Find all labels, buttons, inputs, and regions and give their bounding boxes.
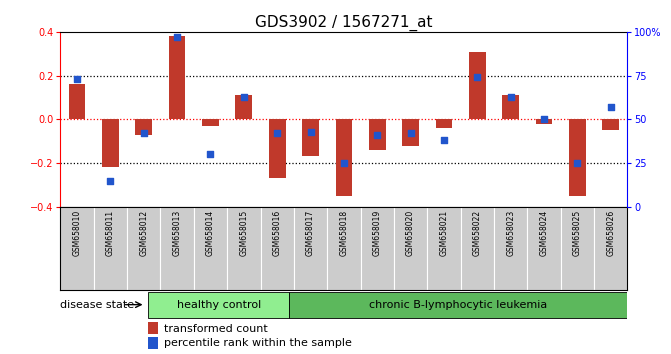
Bar xyxy=(289,292,627,318)
Bar xyxy=(294,207,327,290)
Bar xyxy=(194,207,227,290)
Bar xyxy=(202,119,219,126)
Bar xyxy=(561,207,594,290)
Text: disease state: disease state xyxy=(60,299,134,310)
Point xyxy=(372,132,382,138)
Text: GSM658020: GSM658020 xyxy=(406,210,415,256)
Point xyxy=(172,34,183,40)
Bar xyxy=(302,119,319,156)
Bar xyxy=(360,207,394,290)
Text: GSM658021: GSM658021 xyxy=(440,210,448,256)
Point xyxy=(605,104,616,110)
Text: GSM658015: GSM658015 xyxy=(240,210,248,256)
Bar xyxy=(102,119,119,167)
Point xyxy=(105,178,116,183)
Bar xyxy=(494,207,527,290)
Bar xyxy=(127,207,160,290)
Bar xyxy=(60,207,94,290)
Bar xyxy=(594,207,627,290)
Text: GSM658019: GSM658019 xyxy=(372,210,382,256)
Bar xyxy=(535,119,552,124)
Bar xyxy=(327,207,360,290)
Text: chronic B-lymphocytic leukemia: chronic B-lymphocytic leukemia xyxy=(369,299,548,310)
Point xyxy=(138,131,149,136)
Text: GSM658018: GSM658018 xyxy=(340,210,348,256)
Point xyxy=(305,129,316,135)
Text: GSM658011: GSM658011 xyxy=(106,210,115,256)
Bar xyxy=(148,337,158,349)
Text: GSM658022: GSM658022 xyxy=(473,210,482,256)
Point xyxy=(572,160,582,166)
Point xyxy=(272,131,282,136)
Text: GSM658010: GSM658010 xyxy=(72,210,82,256)
Bar xyxy=(603,119,619,130)
Bar xyxy=(569,119,586,196)
Point xyxy=(505,94,516,99)
Bar xyxy=(469,52,486,119)
Bar xyxy=(369,119,386,150)
Text: percentile rank within the sample: percentile rank within the sample xyxy=(164,338,352,348)
Bar xyxy=(460,207,494,290)
Bar xyxy=(503,95,519,119)
Text: GSM658016: GSM658016 xyxy=(272,210,282,256)
Point xyxy=(439,137,450,143)
Bar xyxy=(336,119,352,196)
Bar xyxy=(227,207,260,290)
Bar xyxy=(236,95,252,119)
Bar xyxy=(148,292,289,318)
Bar xyxy=(160,207,194,290)
Bar xyxy=(68,84,85,119)
Text: GSM658023: GSM658023 xyxy=(506,210,515,256)
Title: GDS3902 / 1567271_at: GDS3902 / 1567271_at xyxy=(255,14,433,30)
Text: GSM658026: GSM658026 xyxy=(606,210,615,256)
Text: GSM658017: GSM658017 xyxy=(306,210,315,256)
Bar xyxy=(402,119,419,145)
Text: GSM658025: GSM658025 xyxy=(573,210,582,256)
Bar xyxy=(260,207,294,290)
Bar xyxy=(394,207,427,290)
Text: healthy control: healthy control xyxy=(176,299,261,310)
Text: GSM658012: GSM658012 xyxy=(140,210,148,256)
Bar xyxy=(427,207,460,290)
Point xyxy=(72,76,83,82)
Text: transformed count: transformed count xyxy=(164,324,268,333)
Bar xyxy=(435,119,452,128)
Bar xyxy=(527,207,561,290)
Bar xyxy=(169,36,185,119)
Point xyxy=(338,160,349,166)
Bar xyxy=(269,119,286,178)
Point xyxy=(205,152,216,157)
Bar xyxy=(148,322,158,334)
Bar xyxy=(136,119,152,135)
Point xyxy=(472,74,482,80)
Point xyxy=(238,94,249,99)
Text: GSM658014: GSM658014 xyxy=(206,210,215,256)
Point xyxy=(405,131,416,136)
Bar xyxy=(94,207,127,290)
Text: GSM658024: GSM658024 xyxy=(539,210,548,256)
Point xyxy=(539,116,550,122)
Text: GSM658013: GSM658013 xyxy=(172,210,182,256)
